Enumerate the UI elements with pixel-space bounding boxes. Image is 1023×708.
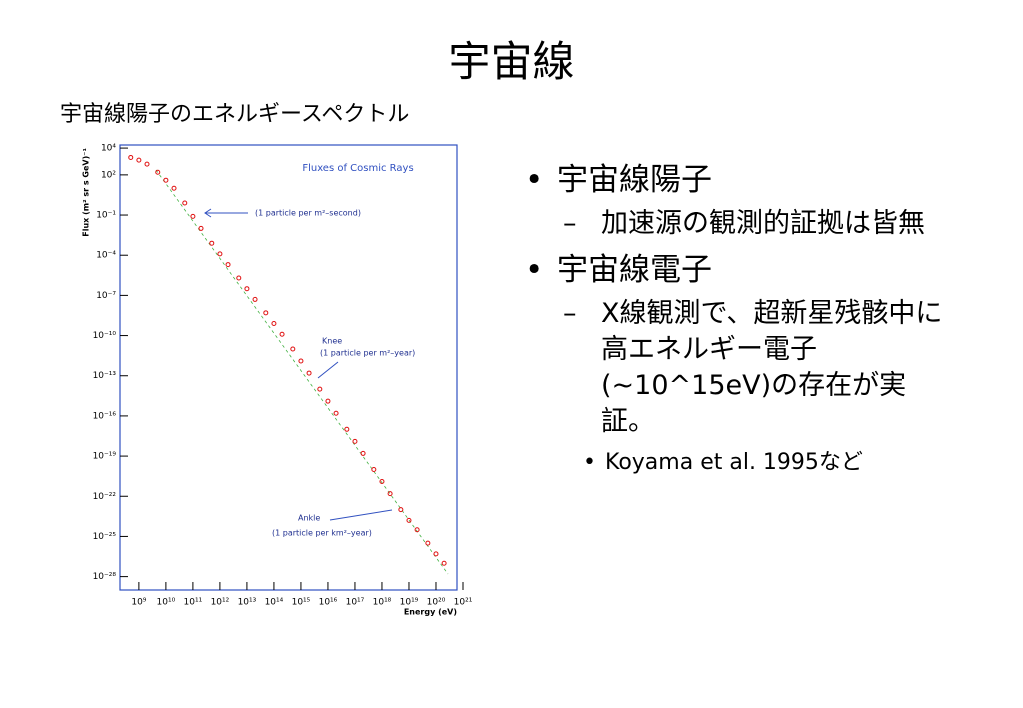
x-tick-label: 10¹⁶ — [319, 598, 338, 608]
data-point — [371, 466, 377, 472]
y-axis-label: Flux (m² sr s GeV)⁻¹ — [82, 148, 91, 237]
bullet-list: 宇宙線陽子加速源の観測的証拠は皆無宇宙線電子 X線観測で、超新星残骸中に高エネルギ… — [525, 160, 975, 478]
x-tick-label: 10¹³ — [238, 598, 257, 608]
data-point — [344, 426, 350, 432]
data-point — [244, 286, 250, 292]
y-tick-label: 10⁻¹⁰ — [93, 331, 117, 341]
data-point — [290, 346, 296, 352]
data-point — [414, 527, 420, 533]
x-tick-label: 10¹⁴ — [265, 598, 284, 608]
data-point — [398, 507, 404, 513]
data-point — [279, 331, 285, 337]
data-point — [236, 275, 242, 281]
annotation: (1 particle per km²–year) — [272, 529, 372, 538]
data-point — [306, 370, 312, 376]
bullet: 宇宙線陽子 — [525, 160, 975, 200]
bullet: 宇宙線電子 — [525, 250, 975, 290]
data-point — [433, 551, 439, 557]
x-tick-label: 10¹¹ — [184, 598, 203, 608]
data-point — [217, 251, 223, 257]
data-point — [163, 177, 169, 183]
y-tick-label: 10⁻¹⁶ — [93, 411, 117, 421]
y-tick-label: 10⁻⁷ — [96, 291, 116, 301]
data-point — [182, 200, 188, 206]
data-point — [171, 185, 177, 191]
x-tick-label: 10¹⁰ — [157, 598, 176, 608]
y-tick-label: 10⁻²² — [93, 492, 117, 502]
slide-title: 宇宙線 — [448, 37, 575, 86]
data-point — [325, 398, 331, 404]
data-point — [333, 410, 339, 416]
data-point — [209, 240, 215, 246]
data-point — [252, 296, 258, 302]
sub-sub-bullet: Koyama et al. 1995など — [583, 448, 975, 478]
data-point — [317, 386, 323, 392]
arrow — [329, 509, 393, 521]
y-tick-label: 10² — [101, 170, 116, 180]
data-point — [379, 479, 385, 485]
x-tick-label: 10¹⁹ — [400, 598, 419, 608]
data-point — [387, 491, 393, 497]
arrow-head — [204, 208, 212, 218]
annotation: Ankle — [298, 514, 320, 523]
sub-bullet: X線観測で、超新星残骸中に高エネルギー電子(~10^15eV)の存在が実証。 — [563, 296, 946, 440]
x-axis-label: Energy (eV) — [404, 608, 457, 617]
data-point — [198, 225, 204, 231]
data-point — [441, 560, 447, 566]
data-point — [155, 169, 161, 175]
y-tick-label: 10⁻¹³ — [93, 371, 117, 381]
plot-frame — [119, 144, 458, 591]
y-tick-label: 10⁻²⁵ — [93, 532, 117, 542]
x-tick-label: 10¹⁸ — [373, 598, 392, 608]
sub-bullet: 加速源の観測的証拠は皆無 — [563, 206, 946, 242]
x-tick-label: 10¹⁵ — [292, 598, 311, 608]
x-tick-label: 10¹⁷ — [346, 598, 365, 608]
data-point — [190, 213, 196, 219]
y-tick-label: 10⁻¹ — [96, 211, 116, 221]
x-tick-label: 10¹² — [211, 598, 230, 608]
data-point — [352, 438, 358, 444]
y-tick-label: 10⁻²⁸ — [93, 572, 117, 582]
y-tick-label: 10⁻¹⁹ — [93, 452, 117, 462]
x-tick-label: 10²¹ — [454, 598, 473, 608]
y-tick-label: 10⁻⁴ — [96, 251, 116, 261]
arrow — [317, 361, 339, 379]
y-tick-label: 10⁴ — [101, 144, 116, 154]
x-tick-label: 10⁹ — [131, 598, 146, 608]
data-point — [263, 310, 269, 316]
annotation: Knee — [322, 337, 342, 346]
annotation: (1 particle per m²–year) — [320, 349, 415, 358]
data-point — [360, 450, 366, 456]
data-point — [425, 540, 431, 546]
x-tick-label: 10²⁰ — [427, 598, 446, 608]
annotation: (1 particle per m²–second) — [255, 209, 361, 218]
slide-subtitle: 宇宙線陽子のエネルギースペクトル — [60, 102, 410, 127]
data-point — [136, 157, 142, 163]
data-point — [225, 262, 231, 268]
fit-line — [155, 169, 449, 575]
data-point — [271, 321, 277, 327]
data-point — [406, 517, 412, 523]
data-point — [128, 154, 134, 160]
data-point — [298, 358, 304, 364]
chart-title: Fluxes of Cosmic Rays — [302, 163, 413, 174]
data-point — [144, 161, 150, 167]
